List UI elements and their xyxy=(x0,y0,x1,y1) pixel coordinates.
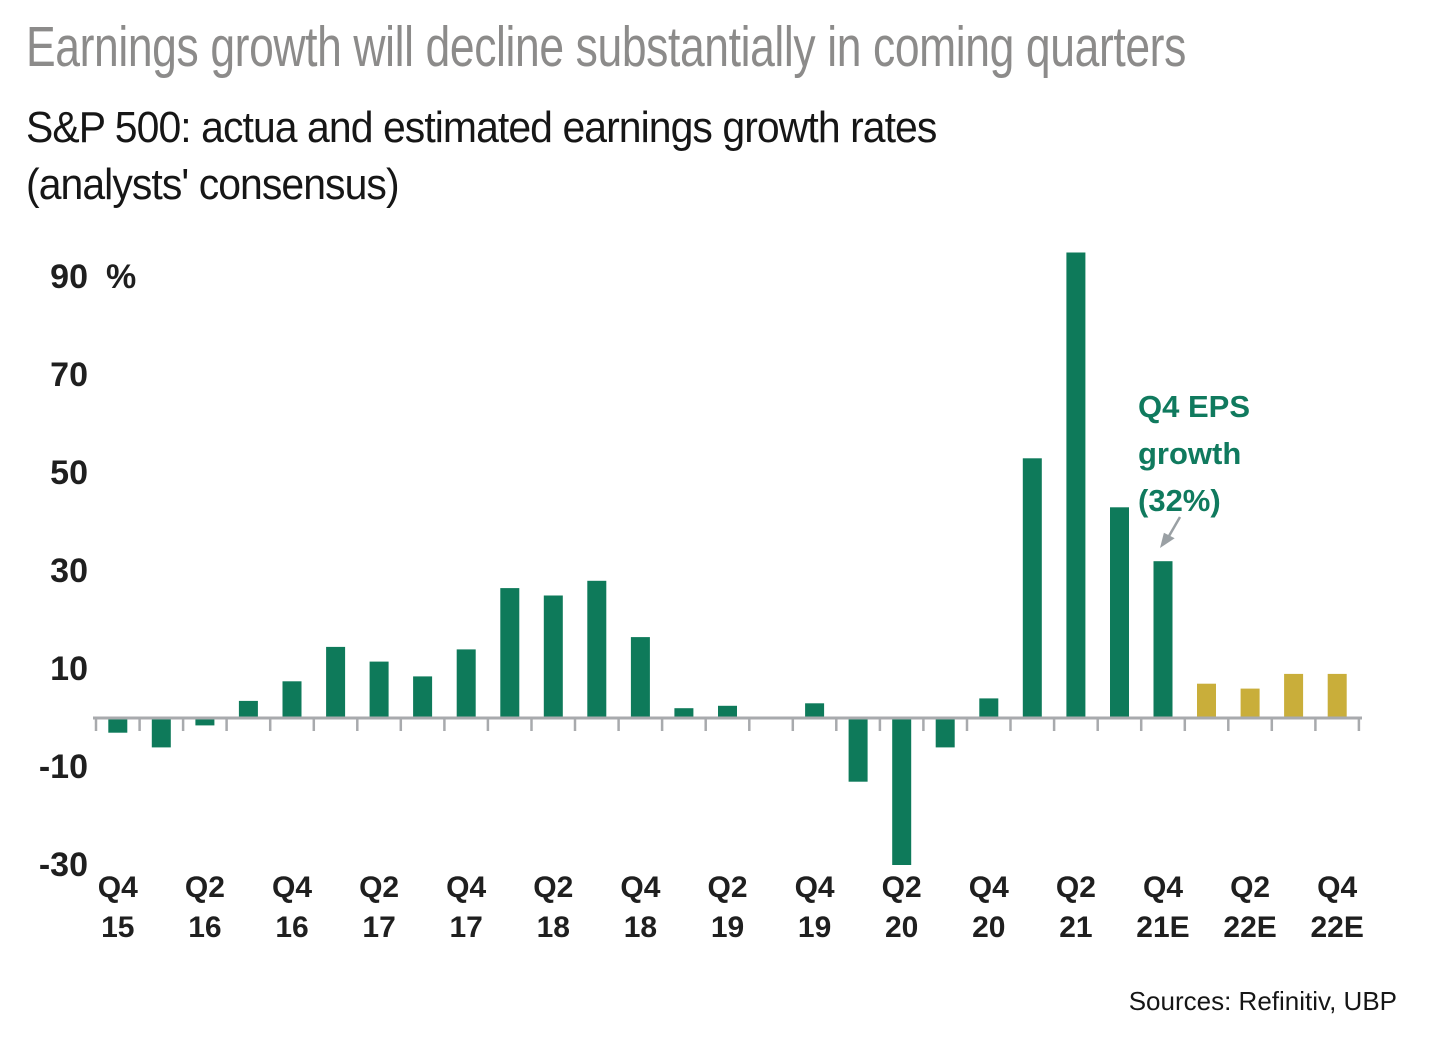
bar-Q4-22E xyxy=(1327,673,1347,718)
x-label-year-Q4-15: 15 xyxy=(101,911,134,944)
y-tick-label-30: 30 xyxy=(50,552,88,590)
x-label-quarter-Q2-21: Q2 xyxy=(1056,871,1096,904)
y-tick-label--30: -30 xyxy=(39,846,88,884)
x-label-year-Q2-21: 21 xyxy=(1059,911,1092,944)
x-label-year-Q4-20: 20 xyxy=(972,911,1005,944)
source-note: Sources: Refinitiv, UBP xyxy=(1128,986,1397,1016)
bar-27 xyxy=(1284,673,1304,718)
annotation-line-1: Q4 EPS xyxy=(1138,389,1250,424)
x-label-year-Q2-17: 17 xyxy=(362,911,395,944)
bar-Q4-18 xyxy=(630,637,650,718)
bar-21 xyxy=(1022,458,1042,718)
bar-Q2-19 xyxy=(718,705,737,719)
y-tick-label-10: 10 xyxy=(50,650,88,688)
x-label-quarter-Q2-19: Q2 xyxy=(707,871,747,904)
bar-Q2-17 xyxy=(369,661,389,718)
bar-11 xyxy=(587,580,607,718)
x-label-quarter-Q4-21E: Q4 xyxy=(1143,871,1183,904)
x-label-year-Q4-21E: 21E xyxy=(1136,911,1189,944)
bar-25 xyxy=(1197,683,1216,718)
bar-Q2-16 xyxy=(195,718,215,726)
x-label-quarter-Q4-20: Q4 xyxy=(969,871,1009,904)
x-label-year-Q4-19: 19 xyxy=(798,911,831,944)
bar-Q2-21 xyxy=(1066,252,1086,718)
annotation-line-2: growth xyxy=(1138,436,1241,471)
x-label-year-Q4-22E: 22E xyxy=(1311,911,1364,944)
x-label-year-Q4-18: 18 xyxy=(624,911,657,944)
annotation-line-3: (32%) xyxy=(1138,483,1221,518)
x-label-quarter-Q4-18: Q4 xyxy=(620,871,660,904)
bar-Q4-20 xyxy=(979,698,999,718)
bar-5 xyxy=(326,646,346,718)
bar-Q4-17 xyxy=(456,649,476,718)
bar-Q2-22E xyxy=(1240,688,1260,718)
x-label-year-Q2-16: 16 xyxy=(188,911,221,944)
x-label-year-Q2-20: 20 xyxy=(885,911,918,944)
y-tick-label-90: 90 xyxy=(50,258,88,296)
x-label-quarter-Q2-17: Q2 xyxy=(359,871,399,904)
x-label-quarter-Q2-22E: Q2 xyxy=(1230,871,1270,904)
x-label-quarter-Q4-19: Q4 xyxy=(795,871,835,904)
bar-17 xyxy=(848,718,868,782)
y-tick-label-50: 50 xyxy=(50,454,88,492)
bar-Q4-15 xyxy=(108,718,128,733)
x-label-quarter-Q2-20: Q2 xyxy=(882,871,922,904)
x-label-quarter-Q4-15: Q4 xyxy=(98,871,138,904)
bar-13 xyxy=(674,708,694,718)
chart-subtitle-line1: S&P 500: actua and estimated earnings gr… xyxy=(26,103,937,152)
chart-subtitle: S&P 500: actua and estimated earnings gr… xyxy=(26,99,937,213)
annotation-arrow-shaft xyxy=(1167,516,1182,537)
bar-9 xyxy=(500,588,520,718)
bar-Q2-20 xyxy=(892,718,912,865)
bar-19 xyxy=(935,718,955,748)
y-tick-label-70: 70 xyxy=(50,356,88,394)
bar-Q4-21E xyxy=(1153,561,1173,718)
x-label-year-Q2-18: 18 xyxy=(537,911,570,944)
y-axis-unit-label: % xyxy=(106,258,136,296)
chart-subtitle-line2: (analysts' consensus) xyxy=(26,160,400,209)
x-label-quarter-Q2-18: Q2 xyxy=(533,871,573,904)
bar-Q2-18 xyxy=(543,595,563,718)
annotation-arrow-head xyxy=(1160,532,1175,548)
bar-1 xyxy=(151,718,171,748)
y-tick-label--10: -10 xyxy=(39,748,88,786)
earnings-growth-bar-chart: Q4 15 Q2 16 Q4 16 Q2 17 Q4 17 Q2 18 Q4 18 Q2 19 Q4 19 Q2 20… xyxy=(39,252,1364,944)
bar-7 xyxy=(413,676,433,719)
x-label-year-Q4-17: 17 xyxy=(450,911,483,944)
x-label-quarter-Q4-22E: Q4 xyxy=(1317,871,1357,904)
bar-3 xyxy=(238,700,258,719)
x-label-year-Q2-22E: 22E xyxy=(1223,911,1276,944)
x-label-year-Q2-19: 19 xyxy=(711,911,744,944)
bar-Q4-16 xyxy=(282,681,302,719)
x-label-quarter-Q4-17: Q4 xyxy=(446,871,486,904)
bar-Q4-19 xyxy=(805,703,825,718)
chart-title: Earnings growth will decline substantial… xyxy=(26,15,1186,79)
x-label-quarter-Q4-16: Q4 xyxy=(272,871,312,904)
x-label-quarter-Q2-16: Q2 xyxy=(185,871,225,904)
bar-23 xyxy=(1110,507,1129,718)
x-label-year-Q4-16: 16 xyxy=(275,911,308,944)
